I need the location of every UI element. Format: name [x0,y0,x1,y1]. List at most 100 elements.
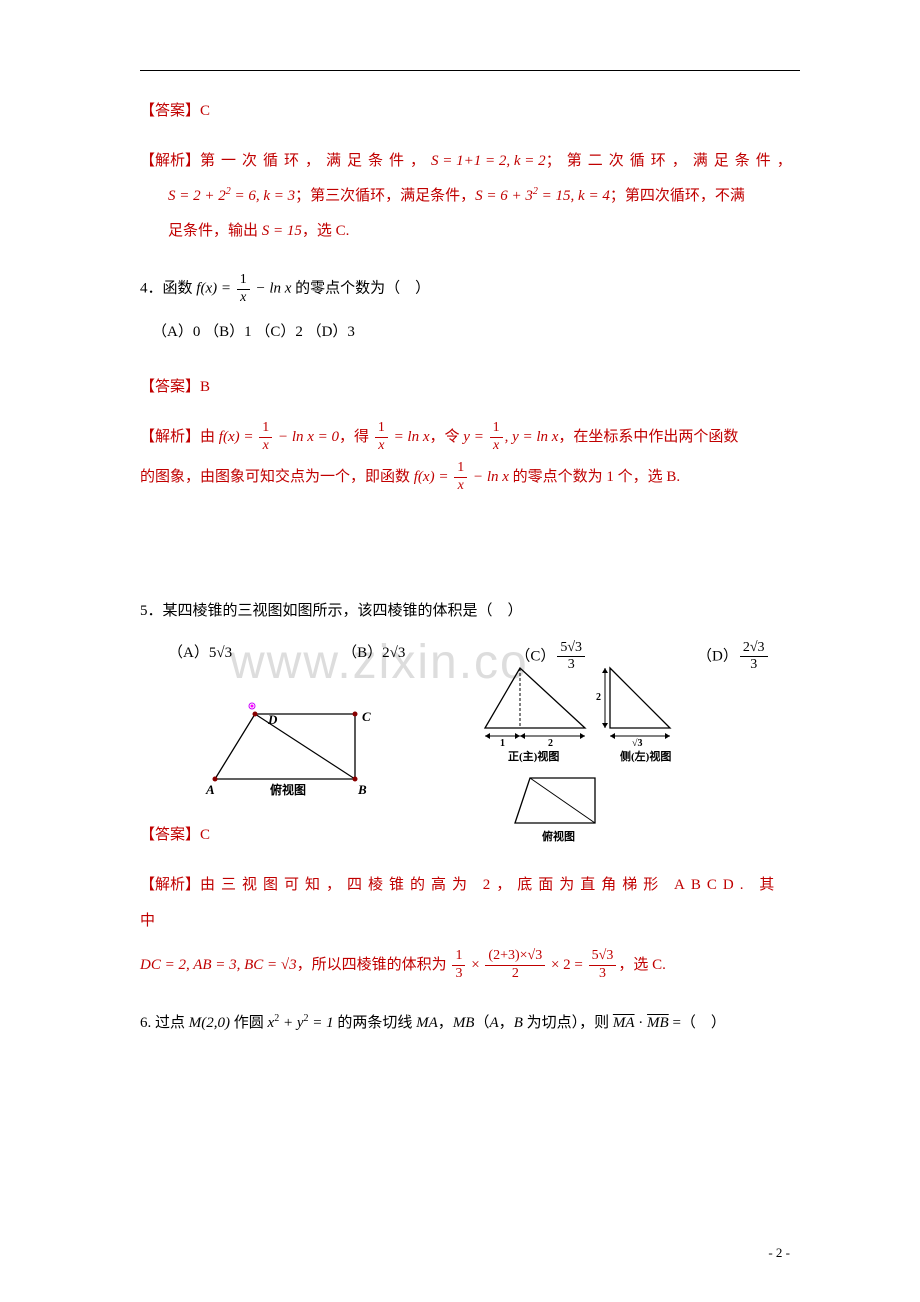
times2: × 2 = [547,957,586,973]
q6-vec-ma: MA [613,1015,635,1031]
q6-vec-mb: MB [647,1015,669,1031]
q4-an-fx: f(x) = [219,429,257,445]
q4-an-eqlnx: = ln x [390,429,430,445]
times1: × [467,957,483,973]
q3-a2d: ；第四次循环，不满 [610,188,745,204]
q3-a1b: S = 1+1 = 2, k = 2 [431,153,546,169]
q5-analysis-2: DC = 2, AB = 3, BC = √3，所以四棱锥的体积为 13 × (… [140,947,800,983]
q5-stem-text: 某四棱锥的三视图如图所示，该四棱锥的体积是（ ） [163,603,523,619]
analysis-label-5: 【解析】 [140,877,200,893]
svg-text:D: D [267,712,278,727]
q6-o: 为切点），则 [523,1015,613,1031]
q6-m: ， [499,1015,514,1031]
svg-text:B: B [357,782,367,797]
q5-answer-letter: C [200,827,210,843]
q4-fx: f(x) = [196,281,234,297]
q4-answer: 【答案】B [140,374,800,401]
q6-num: 6. [140,1015,155,1031]
q3-a1c: ；第二次循环，满足条件， [546,153,798,169]
q3-a3a: 足条件，输出 [168,223,262,239]
svg-text:2: 2 [548,738,553,749]
answer-prefix-4: 【答案】 [140,379,200,395]
q6-c: 作圆 [230,1015,268,1031]
q3-a2a2: = 6, k = 3 [231,188,295,204]
q6-a: 过点 [155,1015,189,1031]
q4-an-c: ，令 [430,429,464,445]
three-views-figure: 1 2 2 √3 正(主)视图 侧(左)视图 俯视图 [460,658,680,858]
q6-h: MA [416,1015,438,1031]
svg-text:C: C [362,709,371,724]
svg-text:1: 1 [500,738,505,749]
q3-analysis: 【解析】第一次循环，满足条件，S = 1+1 = 2, k = 2；第二次循环，… [140,143,800,179]
frac-1x-d: 1x [490,420,503,455]
side-view-label: 侧(左)视图 [620,749,671,763]
q4-stem: 4．函数 f(x) = 1x − ln x 的零点个数为（ ） [140,272,800,307]
q4-stem-b: 的零点个数为（ ） [291,281,430,297]
q3-a2c2: = 15, k = 4 [538,188,610,204]
q4-an-y1: y = [463,429,487,445]
q4-an-b: ，得 [339,429,373,445]
frac-1x-e: 1x [454,460,467,495]
q5-an-bb: ，所以四棱锥的体积为 [297,957,451,973]
frac-1x-c: 1x [375,420,388,455]
q5-d-label: （D） [697,648,738,664]
q5-opt-a: （A）5√3 [168,640,232,675]
q3-a3c: ，选 C. [302,223,350,239]
page-number: - 2 - [768,1241,790,1264]
top-rule [140,70,800,71]
q5-an-ba: DC = 2, AB = 3, BC = √3 [140,957,297,973]
q4-options: （A）0 （B）1 （C）2 （D）3 [152,319,800,346]
front-view-label: 正(主)视图 [508,749,559,763]
q6-e: + y [279,1015,303,1031]
answer-prefix: 【答案】 [140,103,200,119]
q5-opt-b: （B）2√3 [342,640,405,675]
q3-answer: 【答案】C [140,98,800,125]
q5-opt-d: （D）2√33 [697,640,770,675]
q4-an-d: ，在坐标系中作出两个函数 [558,429,738,445]
frac-1x-b: 1x [259,420,272,455]
q3-answer-letter: C [200,103,210,119]
frac-13: 13 [452,948,465,983]
q6-stem: 6. 过点 M(2,0) 作圆 x2 + y2 = 1 的两条切线 MA，MB（… [140,1007,800,1040]
q6-q: =（ ） [669,1015,726,1031]
svg-text:√3: √3 [632,738,643,749]
three-views-svg: 1 2 2 √3 正(主)视图 侧(左)视图 俯视图 [460,658,680,848]
frac-2r3-3: 2√33 [740,640,768,675]
q5-an-a: 由三视图可知，四棱锥的高为 2，底面为直角梯形 ABCD. 其中 [140,877,780,929]
q6-f: = 1 [308,1015,333,1031]
q4-lnx: − ln x [252,281,292,297]
q4-num: 4． [140,281,163,297]
q6-b: M(2,0) [189,1015,230,1031]
trapezoid-top-label: 俯视图 [270,782,306,797]
q4-an-lnx2: − ln x [469,469,509,485]
q4-stem-a: 函数 [163,281,197,297]
q3-a1a: 第一次循环，满足条件， [200,153,431,169]
answer-prefix-5: 【答案】 [140,827,200,843]
frac-res: 5√33 [589,948,617,983]
q3-a2c: S = 6 + 3 [475,188,533,204]
q4-an-a: 由 [200,429,219,445]
q4-an-e: 的图象，由图象可知交点为一个，即函数 [140,469,414,485]
q3-a2a: S = 2 + 2 [168,188,226,204]
q4-an-y2: , y = ln x [505,429,559,445]
q3-analysis-line2: S = 2 + 22 = 6, k = 3；第三次循环，满足条件，S = 6 +… [168,179,800,214]
q6-g: 的两条切线 [334,1015,417,1031]
page-content: 【答案】C 【解析】第一次循环，满足条件，S = 1+1 = 2, k = 2；… [140,98,800,1040]
q6-n: B [514,1015,523,1031]
q6-dot: · [635,1015,648,1031]
q5-an-bc: ，选 C. [618,957,666,973]
frac-num: (2+3)×√32 [485,948,545,983]
q4-an-lnx: − ln x = 0 [274,429,339,445]
q6-i: ， [438,1015,453,1031]
frac-1x: 1x [237,272,250,307]
trapezoid-svg: D C A B 俯视图 [180,694,400,804]
q5-analysis-1: 【解析】由三视图可知，四棱锥的高为 2，底面为直角梯形 ABCD. 其中 [140,867,800,939]
q4-an-fx2: f(x) = [414,469,452,485]
q5-stem: 5．某四棱锥的三视图如图所示，该四棱锥的体积是（ ） [140,595,800,628]
top-view-label: 俯视图 [542,829,575,843]
q3-a2b: ；第三次循环，满足条件， [295,188,475,204]
q5-num: 5． [140,603,163,619]
q4-answer-letter: B [200,379,210,395]
svg-text:A: A [205,782,215,797]
q6-j: MB [453,1015,475,1031]
